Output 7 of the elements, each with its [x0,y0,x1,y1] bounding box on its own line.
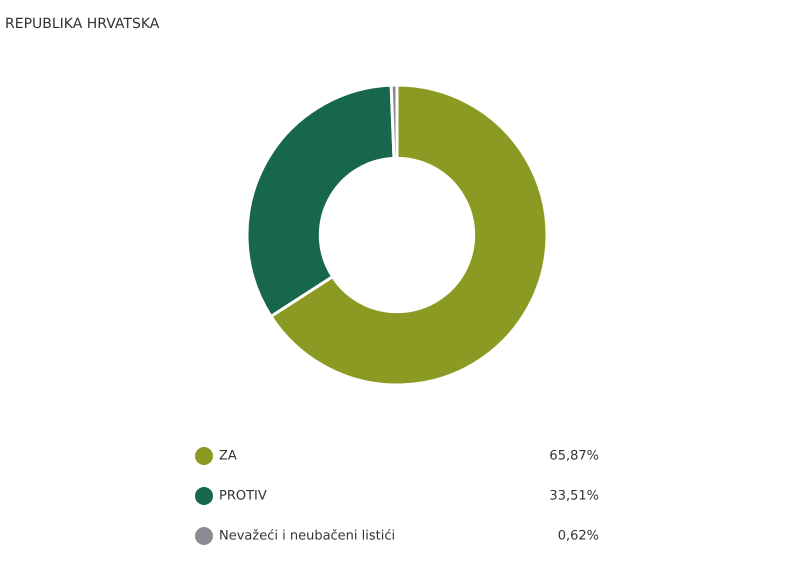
data-label: 0,62% [558,528,599,544]
legend-label: PROTIV [219,488,267,504]
legend-label: ZA [219,448,237,464]
data-label: 65,87% [549,448,599,464]
data-label: 33,51% [549,488,599,504]
text: REPUBLIKA HRVATSKA [5,16,160,32]
legend-label: Nevažeći i neubačeni listići [219,528,396,544]
